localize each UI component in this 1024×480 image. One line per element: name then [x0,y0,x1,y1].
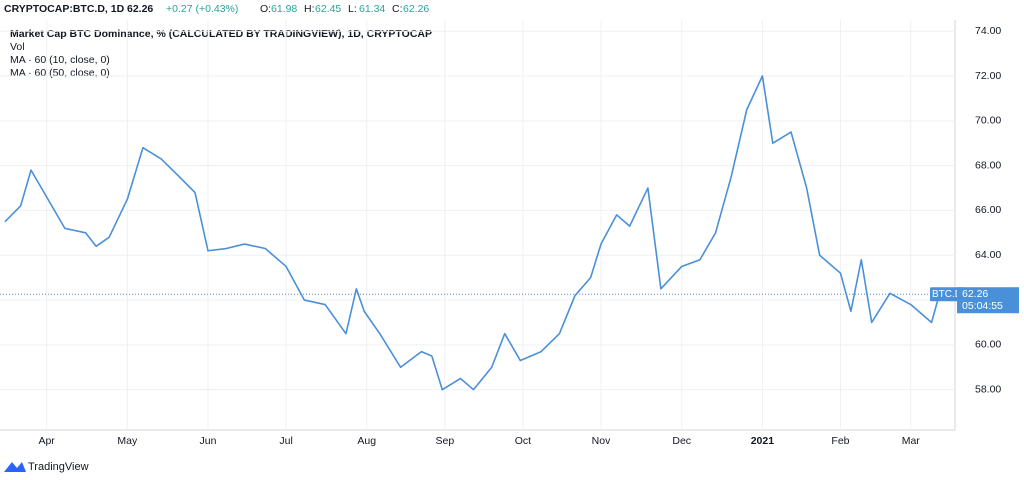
price-tag-value: 62.26 [962,288,988,300]
indicator-label: Vol [10,41,25,53]
x-tick-label: Dec [672,435,691,447]
ohlc-value: 62.26 [403,3,429,15]
y-tick-label: 66.00 [975,204,1001,216]
ohlc-label: H: [304,3,315,15]
change: +0.27 (+0.43%) [166,3,238,15]
brand-name: TradingView [28,461,89,473]
last-price: 62.26 [127,3,153,15]
ohlc-value: 61.98 [271,3,297,15]
y-tick-label: 74.00 [975,25,1001,37]
y-tick-label: 64.00 [975,249,1001,261]
y-tick-label: 70.00 [975,115,1001,127]
x-tick-label: Aug [357,435,376,447]
x-tick-label: Jul [279,435,292,447]
symbol-tag-text: BTC.D [932,289,962,300]
ohlc-value: 62.45 [315,3,341,15]
symbol: CRYPTOCAP:BTC.D, 1D [4,3,125,15]
x-tick-label: Feb [831,435,849,447]
x-tick-label: Apr [38,435,55,447]
ohlc-value: 61.34 [359,3,385,15]
price-tag [957,287,1019,314]
symbol-tag [930,287,965,302]
ohlc-label: L: [348,3,357,15]
y-tick-label: 58.00 [975,383,1001,395]
chart-title: Market Cap BTC Dominance, % (CALCULATED … [10,28,432,40]
x-tick-label: Oct [515,435,531,447]
brand-logo [4,462,26,472]
x-tick-label: Nov [592,435,611,447]
price-tag-countdown: 05:04:55 [962,300,1003,312]
x-tick-label: Jun [200,435,217,447]
ohlc-label: O: [260,3,271,15]
brand: TradingView [4,461,89,473]
indicator-label: MA · 60 (50, close, 0) [10,67,110,79]
x-tick-label: 2021 [751,435,775,447]
x-tick-label: Sep [436,435,455,447]
y-tick-label: 60.00 [975,339,1001,351]
indicator-label: MA · 60 (10, close, 0) [10,54,110,66]
x-tick-label: Mar [902,435,921,447]
header: CRYPTOCAP:BTC.D, 1D 62.26 +0.27 (+0.43%) [4,3,238,15]
price-line-series [4,75,941,391]
y-tick-label: 68.00 [975,159,1001,171]
y-tick-label: 72.00 [975,70,1001,82]
ohlc-label: C: [392,3,403,15]
x-tick-label: May [117,435,138,447]
